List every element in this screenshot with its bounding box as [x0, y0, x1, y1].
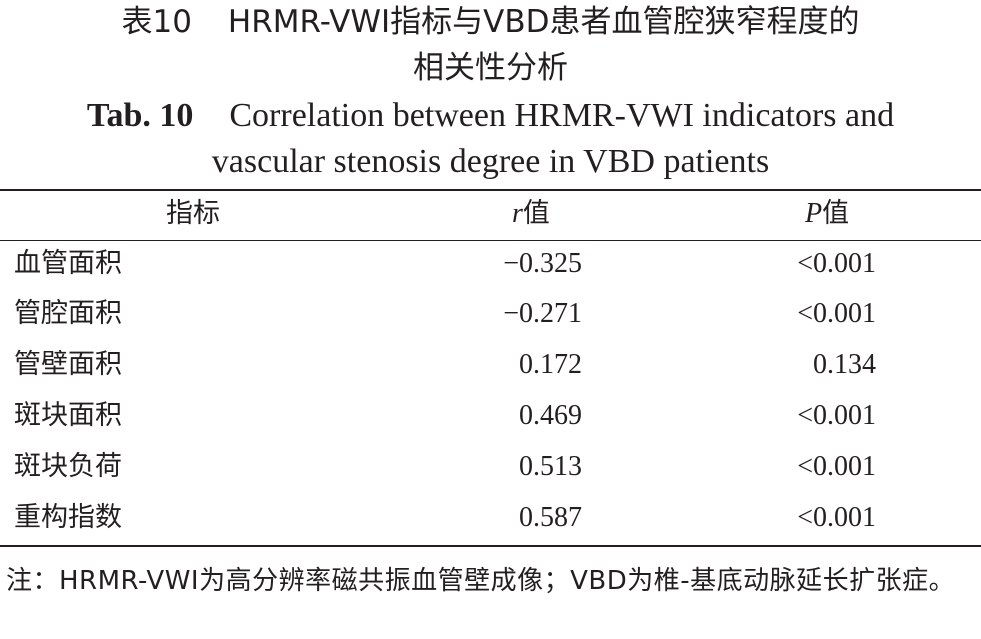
table-caption-en-line2: vascular stenosis degree in VBD patients: [211, 143, 770, 180]
header-indicator: 指标: [166, 198, 220, 229]
row-p-value: <0.001: [797, 400, 876, 431]
row-r-value: 0.172: [519, 349, 582, 380]
table-caption-cn-line2: 相关性分析: [413, 50, 568, 86]
row-p-value: <0.001: [797, 502, 876, 533]
row-r-value: 0.587: [519, 502, 582, 533]
table-footnote: 注：HRMR-VWI为高分辨率磁共振血管壁成像；VBD为椎-基底动脉延长扩张症。: [6, 566, 956, 596]
row-r-value: −0.325: [503, 248, 582, 279]
header-p-symbol: P: [805, 198, 823, 229]
header-r-symbol: r: [512, 198, 523, 229]
table-label-cn: 表10: [121, 4, 192, 40]
table-title-cn: HRMR-VWI指标与VBD患者血管腔狭窄程度的: [227, 4, 860, 40]
row-indicator: 血管面积: [14, 248, 122, 279]
row-indicator: 重构指数: [14, 502, 122, 533]
row-r-value: 0.469: [519, 400, 582, 431]
table-top-rule: [0, 189, 981, 191]
row-indicator: 管壁面积: [14, 349, 122, 380]
header-r-suffix: 值: [522, 198, 550, 229]
header-r-value: r值: [512, 196, 550, 232]
row-r-value: 0.513: [519, 451, 582, 482]
row-p-value: <0.001: [797, 298, 876, 329]
header-p-suffix: 值: [822, 198, 850, 229]
row-indicator: 斑块负荷: [14, 451, 122, 482]
row-p-value: 0.134: [813, 349, 876, 380]
table-caption-cn-line1: 表10 HRMR-VWI指标与VBD患者血管腔狭窄程度的: [0, 0, 981, 44]
table-label-en: Tab. 10: [86, 97, 194, 134]
row-indicator: 斑块面积: [14, 400, 122, 431]
row-indicator: 管腔面积: [14, 298, 122, 329]
table-caption-en-line1: Tab. 10 Correlation between HRMR-VWI indi…: [0, 94, 981, 138]
row-p-value: <0.001: [797, 451, 876, 482]
table-bottom-rule: [0, 545, 981, 547]
header-p-value: P值: [805, 196, 849, 232]
table-header-rule: [0, 240, 981, 241]
row-p-value: <0.001: [797, 248, 876, 279]
table-title-en: Correlation between HRMR-VWI indicators …: [229, 97, 895, 134]
row-r-value: −0.271: [503, 298, 582, 329]
